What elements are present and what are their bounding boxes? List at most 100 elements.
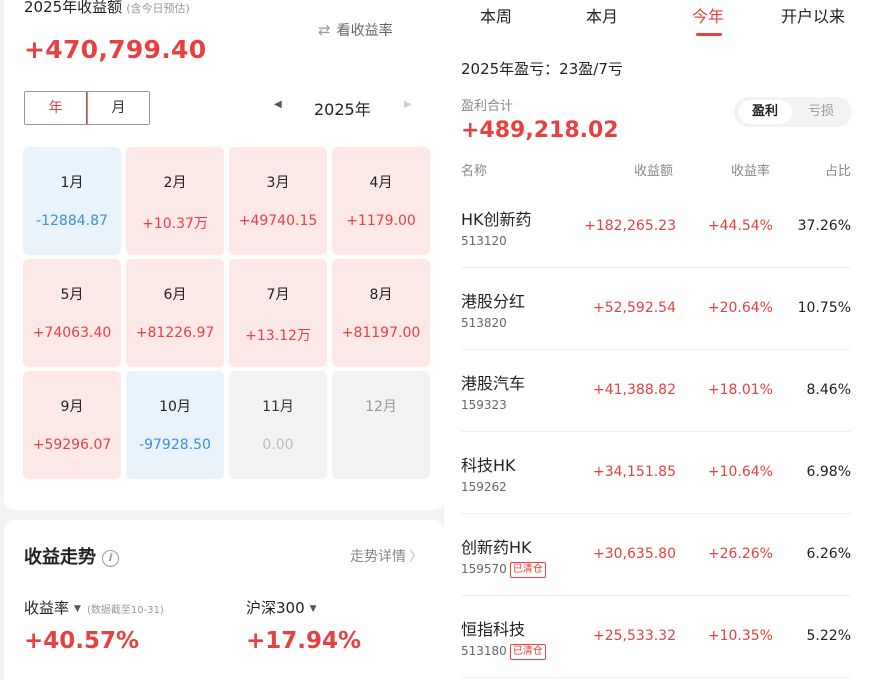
month-value: +81197.00 — [341, 325, 421, 341]
caret-down-icon: ▼ — [74, 604, 81, 614]
profit-total-label: 盈利合计 — [461, 99, 514, 114]
holding-rate: +10.64% — [707, 464, 773, 480]
month-cell[interactable]: 8月 +81197.00 — [332, 259, 430, 367]
holding-share: 8.46% — [806, 382, 851, 398]
month-cell[interactable]: 11月 0.00 — [229, 371, 327, 479]
month-cell[interactable]: 6月 +81226.97 — [126, 259, 224, 367]
month-label: 5月 — [60, 287, 84, 303]
earnings-title: 2025年收益额 (含今日预估) — [24, 0, 190, 17]
trend-detail-link[interactable]: 走势详情〉 — [350, 546, 423, 566]
current-year: 2025年 — [314, 100, 371, 119]
month-value: +49740.15 — [238, 213, 318, 229]
holding-row[interactable]: 恒指科技 513180 已清仓 +25,533.32 +10.35% 5.22% — [461, 596, 851, 678]
holding-name: 科技HK — [461, 456, 516, 475]
month-cell[interactable]: 10月 -97928.50 — [126, 371, 224, 479]
holding-code: 159262 — [461, 480, 507, 494]
info-icon[interactable]: i — [102, 550, 119, 567]
tab-month[interactable]: 本月 — [586, 7, 619, 26]
holding-row[interactable]: 港股分红 513820 +52,592.54 +20.64% 10.75% — [461, 268, 851, 350]
holding-code-line: 513820 — [461, 316, 507, 330]
holding-code-line: 159323 — [461, 398, 507, 412]
holding-amount: +182,265.23 — [584, 218, 676, 234]
holding-list: HK创新药 513120 +182,265.23 +44.54% 37.26% 港股分红 5… — [461, 186, 851, 678]
rate-note: (数据截至10-31) — [86, 605, 164, 616]
month-cell[interactable]: 4月 +1179.00 — [332, 147, 430, 255]
profit-loss-toggle: 盈利 亏损 — [734, 97, 852, 127]
chevron-right-icon: 〉 — [409, 549, 423, 565]
holding-row[interactable]: 科技HK 159262 +34,151.85 +10.64% 6.98% — [461, 432, 851, 514]
holding-name: 港股汽车 — [461, 374, 526, 393]
holding-share: 5.22% — [806, 628, 851, 644]
column-amount[interactable]: 收益额 — [634, 164, 674, 179]
next-year-arrow-icon[interactable]: ▶ — [404, 99, 412, 110]
period-segment: 年 月 — [24, 91, 150, 125]
month-label: 2月 — [163, 175, 187, 191]
holding-name: 港股分红 — [461, 292, 526, 311]
earnings-title-hint: (含今日预估) — [126, 2, 190, 15]
month-label: 1月 — [60, 175, 84, 191]
earnings-card: 2025年收益额 (含今日预估) +470,799.40 ⇄ 看收益率 年 月 ◀ … — [4, 0, 444, 510]
caret-down-icon: ▼ — [309, 604, 317, 614]
month-cell[interactable]: 1月 -12884.87 — [23, 147, 121, 255]
month-value: +81226.97 — [135, 325, 215, 341]
segment-month[interactable]: 月 — [87, 92, 149, 124]
month-cell[interactable]: 7月 +13.12万 — [229, 259, 327, 367]
month-cell[interactable]: 5月 +74063.40 — [23, 259, 121, 367]
profit-total: +489,218.02 — [461, 118, 619, 143]
rate-selector[interactable]: 收益率 ▼ (数据截至10-31) — [24, 597, 164, 618]
cleared-badge: 已清仓 — [509, 644, 546, 660]
profit-ranking-panel: 本周 本月 今年 开户以来 2025年盈亏：23盈/7亏 盈利合计 +489,2… — [444, 0, 876, 680]
holding-rate: +18.01% — [707, 382, 773, 398]
period-tabs: 本周 本月 今年 开户以来 — [444, 0, 876, 40]
column-name: 名称 — [461, 164, 488, 179]
month-cell[interactable]: 12月 — [332, 371, 430, 479]
active-tab-indicator — [696, 33, 722, 36]
view-rate-toggle[interactable]: ⇄ 看收益率 — [318, 20, 393, 40]
holding-code: 159570 — [461, 562, 507, 576]
benchmark-selector[interactable]: 沪深300 ▼ — [246, 597, 317, 618]
holding-amount: +30,635.80 — [593, 546, 676, 562]
earnings-calendar-panel: 2025年收益额 (含今日预估) +470,799.40 ⇄ 看收益率 年 月 ◀ … — [4, 0, 444, 680]
trend-detail-label: 走势详情 — [350, 549, 406, 565]
month-grid: 1月 -12884.87 2月 +10.37万 3月 +49740.15 4月 +1179.0… — [23, 147, 431, 479]
holding-rate: +10.35% — [707, 628, 773, 644]
holding-name: 创新药HK — [461, 538, 532, 557]
benchmark-value: +17.94% — [246, 628, 362, 654]
holding-row[interactable]: 创新药HK 159570 已清仓 +30,635.80 +26.26% 6.26% — [461, 514, 851, 596]
month-cell[interactable]: 2月 +10.37万 — [126, 147, 224, 255]
rate-value: +40.57% — [24, 628, 140, 654]
holding-share: 6.98% — [806, 464, 851, 480]
month-cell[interactable]: 3月 +49740.15 — [229, 147, 327, 255]
column-share[interactable]: 占比 — [825, 164, 852, 179]
holding-code-line: 159262 — [461, 480, 507, 494]
holding-code-line: 513120 — [461, 234, 507, 248]
holding-row[interactable]: 港股汽车 159323 +41,388.82 +18.01% 8.46% — [461, 350, 851, 432]
toggle-loss[interactable]: 亏损 — [807, 104, 834, 119]
month-label: 7月 — [266, 287, 290, 303]
segment-year[interactable]: 年 — [25, 92, 87, 124]
holding-rate: +20.64% — [707, 300, 773, 316]
month-value: +74063.40 — [32, 325, 112, 341]
holding-code: 159323 — [461, 398, 507, 412]
holding-row[interactable]: HK创新药 513120 +182,265.23 +44.54% 37.26% — [461, 186, 851, 268]
holding-code: 513120 — [461, 234, 507, 248]
month-value: -97928.50 — [139, 437, 211, 453]
column-rate[interactable]: 收益率 — [731, 164, 771, 179]
tab-week[interactable]: 本周 — [480, 7, 513, 26]
prev-year-arrow-icon[interactable]: ◀ — [274, 99, 282, 110]
month-label: 10月 — [159, 399, 191, 415]
holding-code: 513180 — [461, 644, 507, 658]
month-label: 11月 — [262, 399, 294, 415]
holding-code: 513820 — [461, 316, 507, 330]
holding-name: HK创新药 — [461, 210, 532, 229]
tab-this-year[interactable]: 今年 — [692, 7, 725, 26]
cleared-badge: 已清仓 — [509, 562, 546, 578]
tab-since-open[interactable]: 开户以来 — [781, 7, 846, 26]
holding-amount: +52,592.54 — [593, 300, 676, 316]
holding-share: 10.75% — [797, 300, 851, 316]
month-label: 3月 — [266, 175, 290, 191]
toggle-profit[interactable]: 盈利 — [738, 100, 792, 124]
earnings-title-text: 2025年收益额 — [24, 0, 123, 16]
month-cell[interactable]: 9月 +59296.07 — [23, 371, 121, 479]
year-navigator: ◀ 2025年 ▶ — [272, 95, 416, 119]
